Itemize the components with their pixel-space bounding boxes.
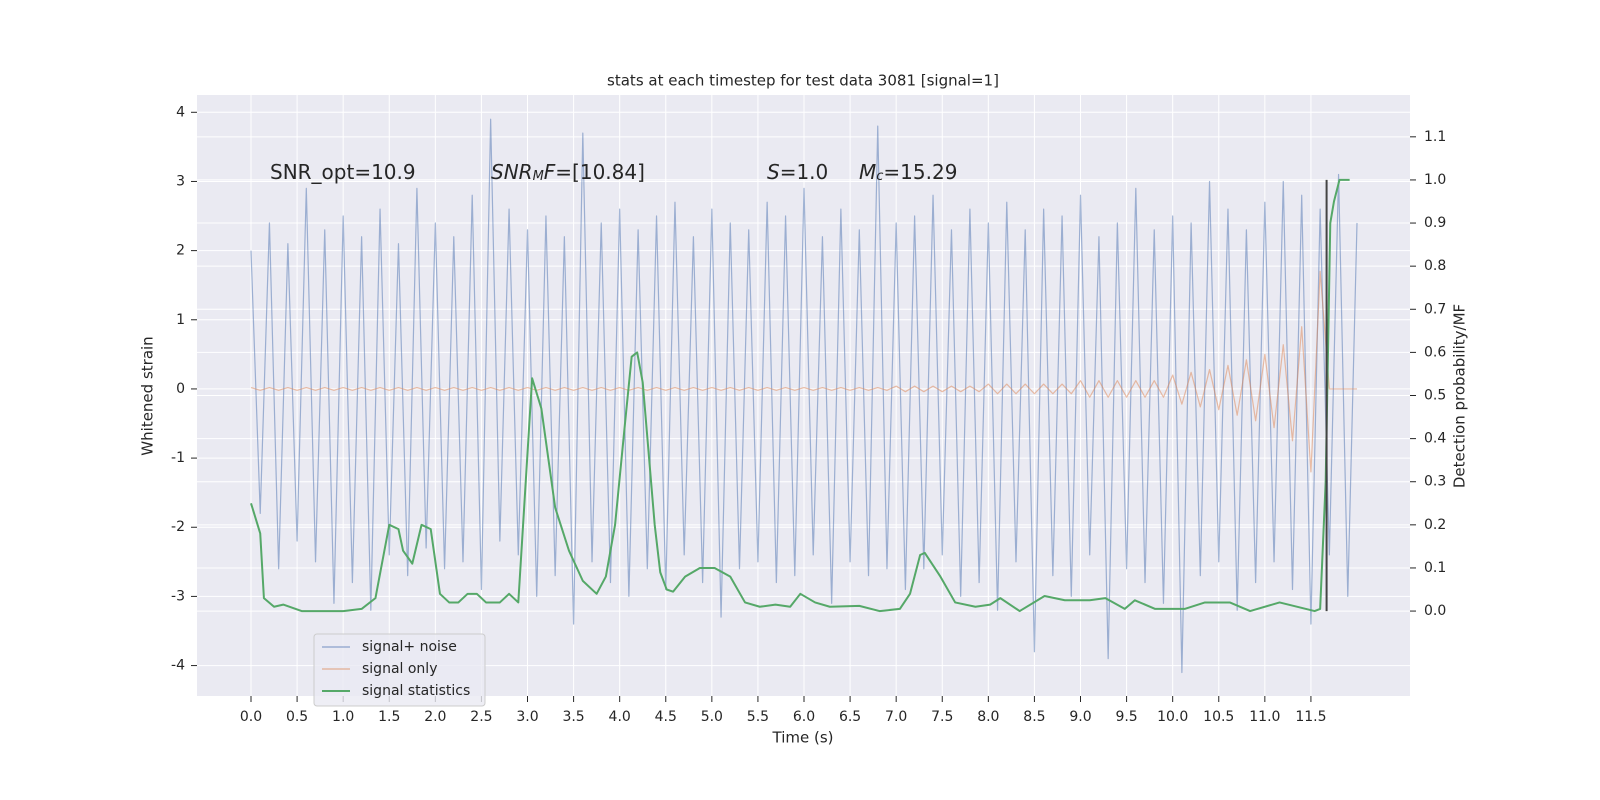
y-tick-label: -1 bbox=[171, 450, 185, 466]
annotation: Mc=15.29 bbox=[859, 160, 957, 184]
x-tick-label: 8.5 bbox=[1023, 709, 1045, 725]
annotation-part: M bbox=[533, 169, 544, 184]
y2-axis-label: Detection probability/MF bbox=[1451, 304, 1469, 488]
y2-tick-label: 0.6 bbox=[1424, 344, 1446, 360]
annotation-part: SNR_opt=10.9 bbox=[270, 160, 416, 184]
x-tick-label: 5.5 bbox=[747, 709, 769, 725]
annotation-part: c bbox=[876, 169, 883, 184]
x-tick-label: 11.5 bbox=[1295, 709, 1326, 725]
x-tick-label: 6.0 bbox=[793, 709, 815, 725]
annotation: S=1.0 bbox=[767, 160, 828, 184]
y2-tick-label: 0.5 bbox=[1424, 388, 1446, 404]
legend-box bbox=[313, 633, 486, 707]
x-tick-label: 0.0 bbox=[240, 709, 262, 725]
x-tick-label: 1.5 bbox=[378, 709, 400, 725]
x-tick-label: 0.5 bbox=[286, 709, 308, 725]
legend: signal+ noise signal only signal statistic… bbox=[313, 633, 486, 707]
y2-tick-label: 0.7 bbox=[1424, 301, 1446, 317]
legend-label: signal+ noise bbox=[362, 639, 457, 655]
y-tick-label: 4 bbox=[176, 104, 185, 120]
x-tick-label: 2.5 bbox=[470, 709, 492, 725]
y-tick-label: 3 bbox=[176, 173, 185, 189]
annotation-part: =1.0 bbox=[780, 160, 829, 184]
annotation-part: S bbox=[767, 160, 780, 184]
y2-tick-label: 1.0 bbox=[1424, 172, 1446, 188]
y-tick-label: -3 bbox=[171, 588, 185, 604]
series-line bbox=[250, 118, 1358, 674]
x-tick-label: 9.5 bbox=[1115, 709, 1137, 725]
y2-tick-label: 0.3 bbox=[1424, 474, 1446, 490]
legend-label: signal only bbox=[362, 661, 437, 677]
x-tick-label: 3.5 bbox=[562, 709, 584, 725]
y2-tick-label: 0.9 bbox=[1424, 215, 1446, 231]
marks bbox=[250, 118, 1358, 674]
x-tick-label: 10.5 bbox=[1203, 709, 1234, 725]
x-tick-label: 1.0 bbox=[332, 709, 354, 725]
y-tick-label: 0 bbox=[176, 381, 185, 397]
y2-tick-label: 0.4 bbox=[1424, 431, 1446, 447]
y2-tick-label: 1.1 bbox=[1424, 129, 1446, 145]
x-tick-label: 4.5 bbox=[655, 709, 677, 725]
x-tick-label: 7.5 bbox=[931, 709, 953, 725]
annotation-part: F bbox=[544, 160, 556, 184]
y-tick-label: -4 bbox=[171, 658, 185, 674]
annotation-part: =[10.84] bbox=[555, 160, 645, 184]
annotation-part: =15.29 bbox=[883, 160, 957, 184]
series-line bbox=[250, 178, 1350, 613]
y-axis-label: Whitened strain bbox=[139, 336, 157, 455]
x-tick-label: 10.0 bbox=[1157, 709, 1188, 725]
y2-tick-label: 0.1 bbox=[1424, 560, 1446, 576]
y-tick-label: 2 bbox=[176, 243, 185, 259]
y2-tick-label: 0.8 bbox=[1424, 258, 1446, 274]
y-tick-label: 1 bbox=[176, 312, 185, 328]
y2-tick-label: 0.0 bbox=[1424, 603, 1446, 619]
x-tick-label: 5.0 bbox=[701, 709, 723, 725]
x-tick-label: 3.0 bbox=[516, 709, 538, 725]
x-tick-label: 4.0 bbox=[609, 709, 631, 725]
x-tick-label: 8.0 bbox=[977, 709, 999, 725]
annotation-part: M bbox=[859, 160, 876, 184]
chart-title: stats at each timestep for test data 308… bbox=[607, 72, 999, 90]
x-axis-label: Time (s) bbox=[772, 729, 834, 747]
y2-tick-label: 0.2 bbox=[1424, 517, 1446, 533]
x-tick-label: 2.0 bbox=[424, 709, 446, 725]
legend-label: signal statistics bbox=[362, 683, 470, 699]
annotation: SNR_opt=10.9 bbox=[270, 160, 416, 184]
series-line bbox=[250, 270, 1357, 473]
x-tick-label: 9.0 bbox=[1069, 709, 1091, 725]
y-tick-label: -2 bbox=[171, 519, 185, 535]
x-tick-label: 7.0 bbox=[885, 709, 907, 725]
x-tick-label: 6.5 bbox=[839, 709, 861, 725]
x-tick-label: 11.0 bbox=[1249, 709, 1280, 725]
annotation: SNRMF=[10.84] bbox=[491, 160, 645, 184]
annotation-part: SNR bbox=[491, 160, 533, 184]
